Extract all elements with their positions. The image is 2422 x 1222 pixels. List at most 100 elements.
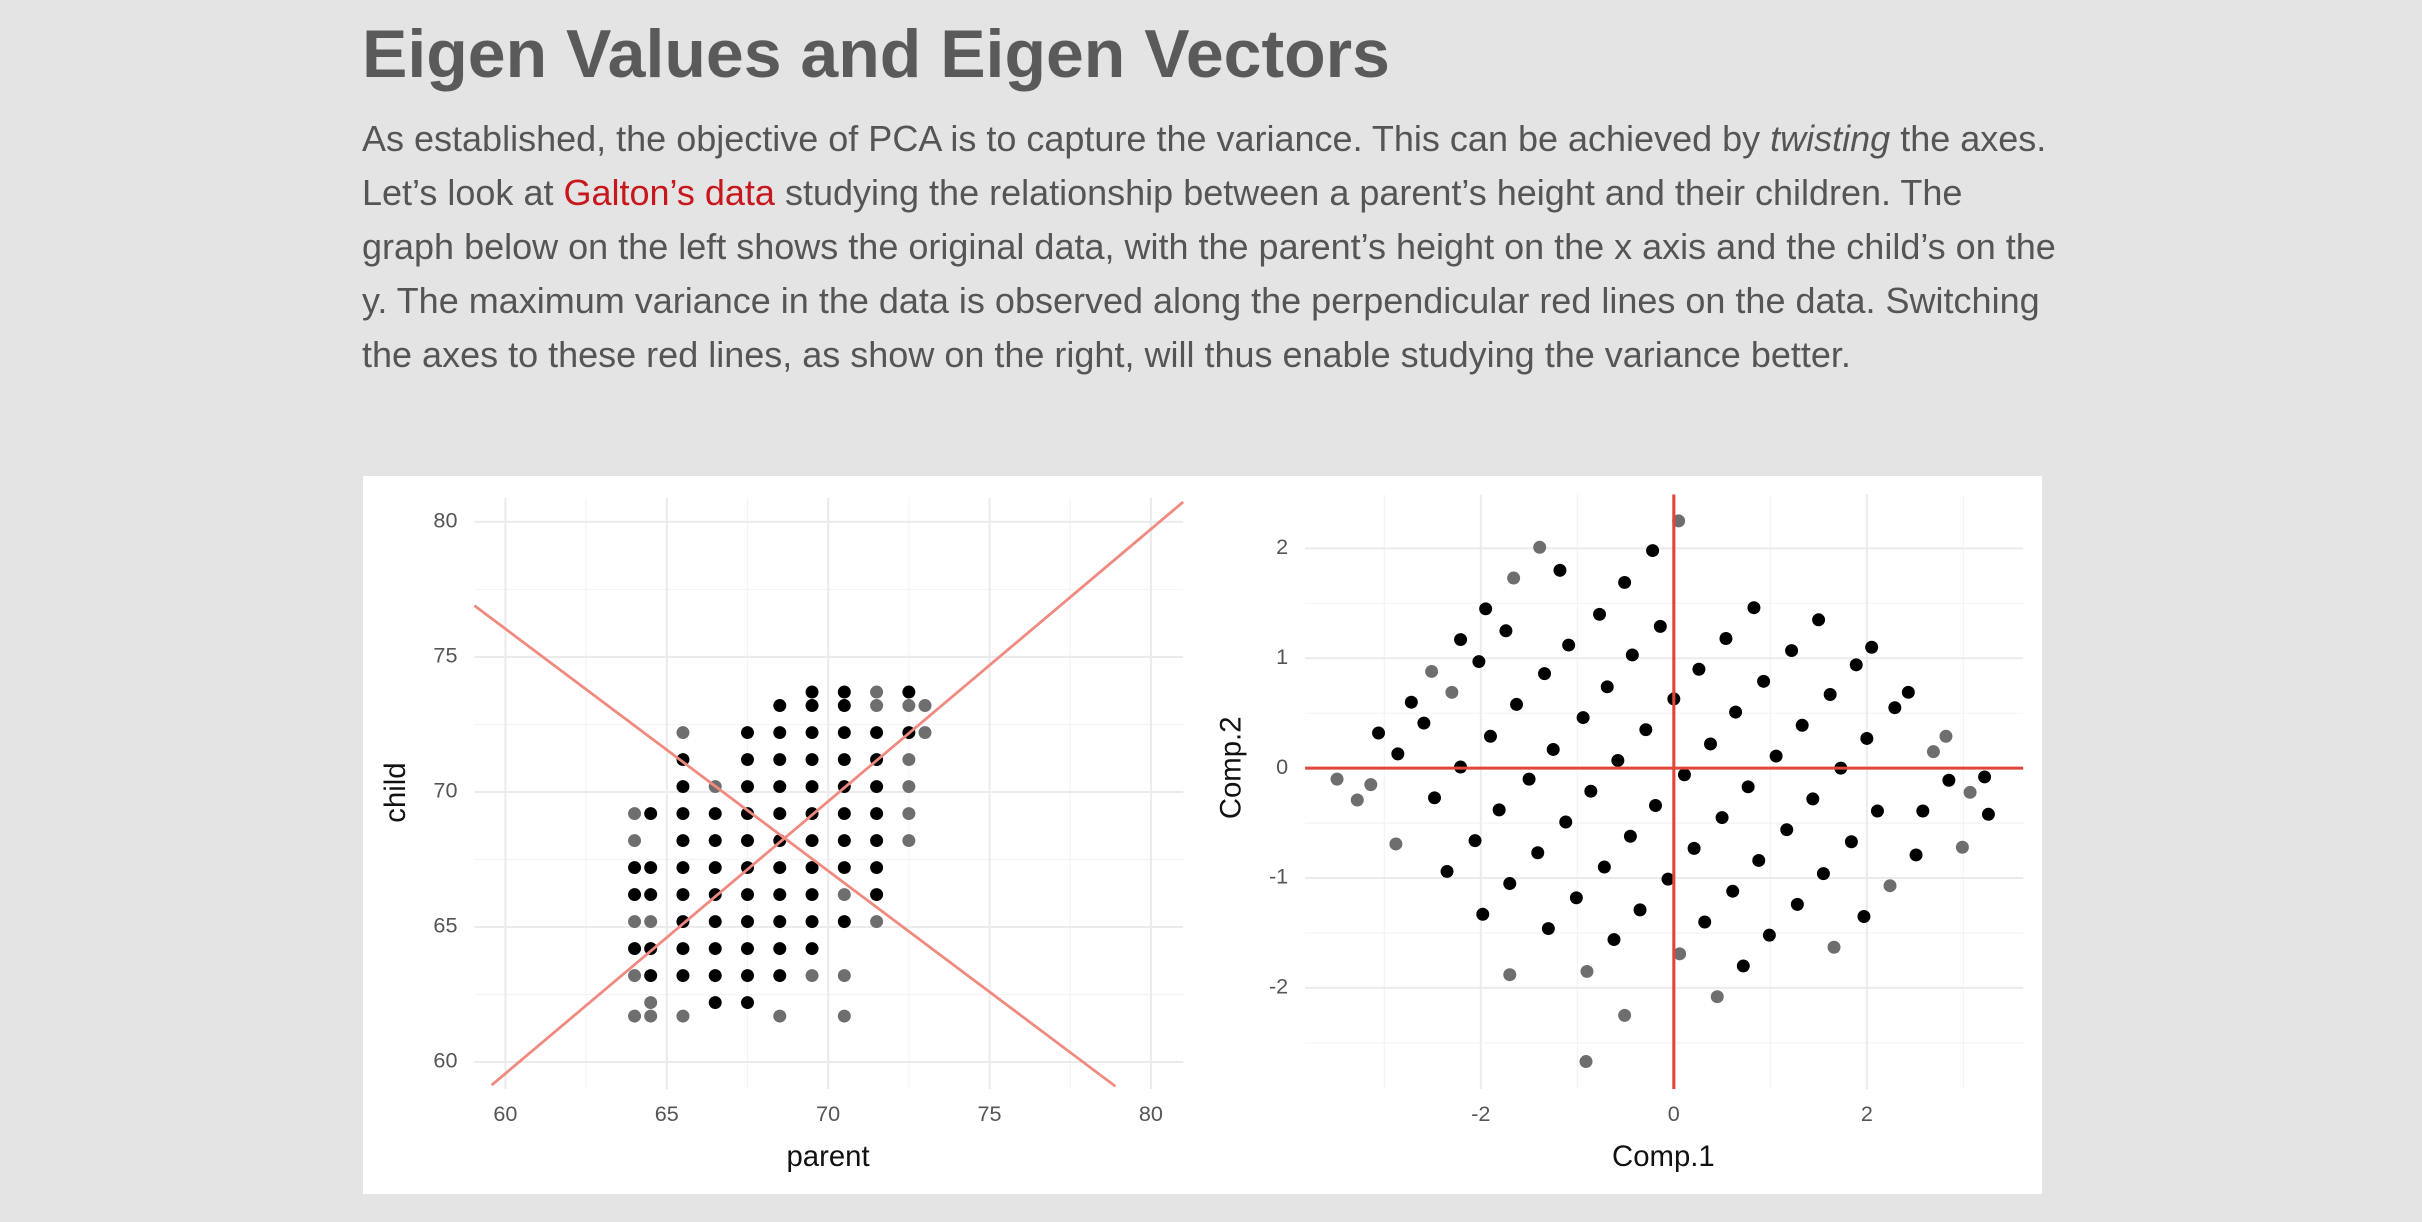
- emphasis: twisting: [1770, 118, 1891, 159]
- point: [644, 888, 658, 902]
- point: [1553, 563, 1567, 577]
- point: [1916, 804, 1930, 818]
- point: [741, 753, 754, 767]
- point: [1499, 624, 1513, 638]
- y-axis-title: child: [379, 762, 412, 822]
- point: [1677, 768, 1691, 782]
- y-tick-label: 70: [433, 778, 457, 803]
- point: [1901, 685, 1915, 699]
- point: [902, 753, 916, 767]
- point: [676, 807, 690, 821]
- point: [773, 915, 787, 929]
- point: [1546, 742, 1560, 756]
- point: [741, 888, 754, 902]
- point: [628, 807, 642, 821]
- point: [1503, 877, 1517, 891]
- figure: 60 65 70 75 80 60 65 70 75 80 parent child -2 0 2 -2 -1 0…: [363, 476, 2042, 1194]
- point: [1428, 791, 1441, 805]
- point: [1687, 841, 1701, 855]
- point: [1653, 619, 1667, 633]
- point: [1704, 737, 1717, 751]
- point: [902, 807, 916, 821]
- point: [1963, 785, 1977, 799]
- point: [773, 726, 787, 740]
- x-tick-label: 65: [655, 1101, 679, 1126]
- point: [741, 780, 754, 794]
- point: [741, 969, 754, 983]
- point: [1698, 915, 1712, 929]
- point: [644, 1009, 658, 1023]
- point: [708, 942, 722, 956]
- point: [628, 915, 642, 929]
- point: [676, 942, 690, 956]
- point: [1729, 705, 1743, 719]
- point: [628, 834, 642, 848]
- point: [1522, 772, 1536, 786]
- point: [676, 861, 690, 875]
- point: [1623, 829, 1637, 843]
- point: [1389, 837, 1403, 851]
- point: [1806, 792, 1820, 806]
- x-tick-label: 0: [1668, 1101, 1680, 1126]
- point: [1736, 959, 1750, 973]
- point: [741, 915, 754, 929]
- point: [676, 780, 690, 794]
- point: [1780, 823, 1794, 837]
- link[interactable]: Galton’s data: [563, 172, 775, 213]
- point: [1597, 860, 1611, 874]
- point: [644, 996, 658, 1010]
- point: [628, 1009, 642, 1023]
- point: [676, 1009, 690, 1023]
- point: [1531, 846, 1545, 860]
- y-tick-label: 1: [1276, 644, 1288, 669]
- point: [676, 834, 690, 848]
- point: [1865, 640, 1879, 654]
- point: [870, 726, 884, 740]
- point: [773, 969, 787, 983]
- point: [708, 834, 722, 848]
- point: [1576, 711, 1590, 725]
- point: [676, 969, 690, 983]
- paragraph: As established, the objective of PCA is …: [362, 112, 2062, 382]
- point: [1391, 747, 1405, 761]
- point: [870, 834, 884, 848]
- y-tick-label: 80: [433, 508, 457, 533]
- y-tick-label: 75: [433, 643, 457, 668]
- x-axis-title: Comp.1: [1612, 1140, 1715, 1173]
- point: [870, 807, 884, 821]
- point: [837, 888, 851, 902]
- point: [1633, 903, 1647, 917]
- point: [805, 861, 819, 875]
- point: [1562, 638, 1576, 652]
- point: [1492, 803, 1506, 817]
- point: [1330, 772, 1344, 786]
- point: [1503, 968, 1517, 982]
- point: [1844, 835, 1858, 849]
- point: [1618, 575, 1632, 589]
- point: [1769, 749, 1783, 763]
- point: [805, 685, 819, 699]
- point: [805, 699, 819, 713]
- point: [1719, 631, 1733, 645]
- y-tick-label: -2: [1269, 974, 1288, 999]
- point: [773, 1009, 787, 1023]
- point: [1888, 701, 1902, 715]
- point: [805, 834, 819, 848]
- charts: 60 65 70 75 80 60 65 70 75 80 parent child -2 0 2 -2 -1 0…: [379, 494, 2024, 1173]
- point: [1757, 674, 1771, 688]
- point: [1672, 514, 1686, 528]
- point: [741, 807, 754, 821]
- point: [1646, 544, 1660, 558]
- point: [1673, 947, 1687, 961]
- point: [1978, 770, 1992, 784]
- point: [1795, 718, 1809, 732]
- point: [902, 685, 916, 699]
- point: [1981, 807, 1995, 821]
- point: [870, 861, 884, 875]
- point: [1661, 872, 1675, 886]
- point: [1510, 697, 1524, 711]
- point: [837, 807, 851, 821]
- point: [1483, 729, 1497, 743]
- point: [805, 915, 819, 929]
- point: [1870, 804, 1884, 818]
